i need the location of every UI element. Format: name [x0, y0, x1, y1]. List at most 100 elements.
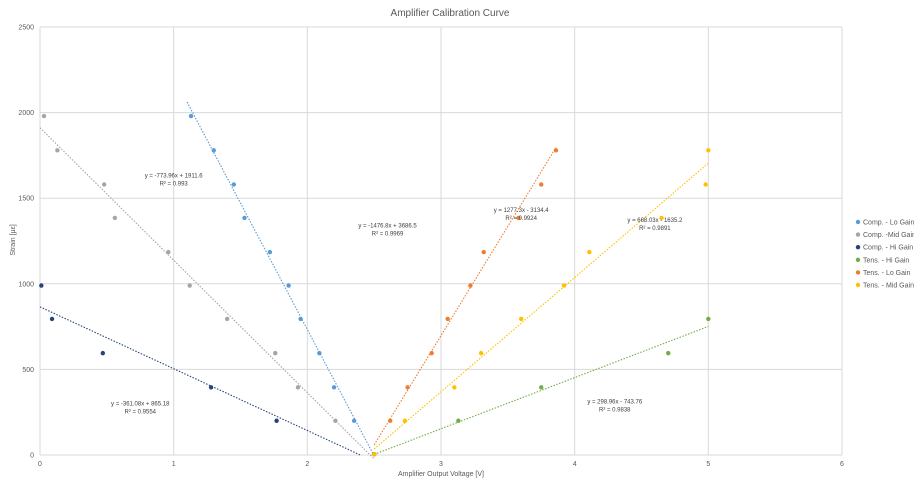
- data-point: [295, 385, 301, 390]
- data-point: [211, 148, 216, 153]
- data-point: [55, 148, 60, 153]
- data-point: [519, 316, 524, 322]
- data-point-layer: [39, 113, 711, 457]
- y-tick-label: 2500: [18, 25, 34, 32]
- trendline-r-squared: R² = 0.9891: [639, 226, 671, 232]
- trendline-r-squared: R² = 0.993: [160, 182, 189, 188]
- trendline-r-squared: R² = 0.9969: [372, 231, 404, 237]
- data-point: [468, 283, 473, 288]
- trendline-r-squared: R² = 0.9924: [505, 216, 537, 222]
- trendline: [373, 325, 709, 455]
- trendline: [39, 306, 362, 456]
- x-tick-label: 0: [38, 461, 42, 468]
- trendline-layer: [39, 101, 709, 460]
- legend-entry: Comp. - Lo Gain: [863, 220, 914, 227]
- trendline: [186, 101, 375, 457]
- x-tick-label: 5: [706, 461, 710, 468]
- data-point: [402, 418, 408, 423]
- trendline: [39, 127, 375, 460]
- legend-marker: [855, 219, 861, 225]
- trendline-equation: y = 298.96x - 743.76: [587, 400, 643, 406]
- data-point: [388, 418, 393, 423]
- data-point: [100, 350, 106, 356]
- data-point: [273, 350, 278, 356]
- data-point: [587, 249, 592, 255]
- x-axis-title: Amplifier Output Voltage [V]: [398, 471, 484, 478]
- data-point: [333, 418, 338, 423]
- x-tick-label: 6: [840, 461, 844, 468]
- data-point: [112, 215, 118, 221]
- legend-marker: [855, 282, 861, 288]
- data-point: [208, 385, 214, 390]
- data-point: [286, 283, 291, 288]
- data-point: [553, 148, 559, 153]
- data-point: [516, 215, 521, 221]
- legend-entry: Tens. - Mid Gain: [863, 283, 914, 290]
- x-tick-label: 2: [305, 461, 309, 468]
- trendline-equation: y = 668.03x - 1635.2: [627, 218, 683, 224]
- legend-marker: [855, 232, 861, 237]
- y-tick-label: 2000: [18, 110, 34, 117]
- y-tick-label: 500: [22, 367, 34, 374]
- grid-layer: [39, 26, 843, 456]
- data-point: [101, 182, 107, 187]
- trendline-equation: y = -773.96x + 1911.6: [145, 174, 204, 180]
- legend-marker: [855, 270, 861, 275]
- data-point: [39, 283, 44, 288]
- data-point: [49, 316, 55, 322]
- legend-entry: Comp. - Hi Gain: [863, 245, 913, 252]
- data-point: [456, 418, 461, 423]
- trendline: [373, 162, 709, 450]
- data-point: [703, 182, 708, 187]
- data-point: [224, 316, 230, 322]
- y-axis-title: Strain [µε]: [10, 224, 17, 255]
- legend-marker: [855, 245, 861, 250]
- data-point: [561, 283, 567, 288]
- x-tick-label: 1: [172, 461, 176, 468]
- legend-marker: [855, 257, 861, 262]
- data-point: [274, 418, 279, 423]
- data-point: [166, 249, 171, 255]
- data-point: [371, 451, 377, 457]
- legend-entry: Comp. -Mid Gain: [863, 232, 914, 239]
- data-point: [405, 385, 410, 390]
- data-point: [242, 215, 247, 221]
- x-tick-label: 4: [573, 461, 577, 468]
- data-point: [666, 350, 671, 356]
- trendline-r-squared: R² = 0.9554: [124, 409, 156, 415]
- data-point: [706, 316, 711, 322]
- chart-title: Amplifier Calibration Curve: [391, 8, 510, 19]
- legend: Comp. - Lo Gain Comp. -Mid Gain Comp. - Hi…: [855, 219, 914, 290]
- trendline-equation: y = -1476.8x + 3686.5: [358, 223, 417, 229]
- equation-label-layer: y = -1476.8x + 3686.5 R² = 0.9969 y = -773…: [111, 174, 683, 416]
- data-point: [478, 350, 484, 356]
- data-point: [445, 316, 450, 322]
- data-point: [317, 350, 322, 356]
- data-point: [539, 182, 544, 187]
- legend-entry: Tens. - Hi Gain: [863, 257, 909, 264]
- data-point: [187, 283, 192, 288]
- tick-label-layer: 0 1 2 3 4 5 6 0 500 1000 1500 2000 2500: [18, 25, 844, 469]
- trendline-equation: y = 1277.3x - 3134.4: [494, 208, 550, 214]
- data-point: [481, 249, 486, 255]
- trendline-equation: y = -361.08x + 865.18: [111, 401, 170, 407]
- y-tick-label: 0: [30, 453, 34, 460]
- data-point: [539, 385, 544, 390]
- data-point: [188, 113, 194, 119]
- data-point: [41, 113, 47, 119]
- data-point: [351, 418, 357, 423]
- data-point: [452, 385, 457, 390]
- data-point: [429, 350, 434, 356]
- data-point: [331, 385, 337, 390]
- x-tick-label: 3: [439, 461, 443, 468]
- trendline-r-squared: R² = 0.9838: [599, 408, 631, 414]
- data-point: [706, 148, 711, 153]
- legend-entry: Tens. - Lo Gain: [863, 270, 911, 277]
- y-tick-label: 1000: [18, 281, 34, 288]
- data-point: [267, 249, 273, 255]
- data-point: [231, 182, 237, 187]
- data-point: [659, 215, 664, 221]
- trendline: [373, 147, 557, 446]
